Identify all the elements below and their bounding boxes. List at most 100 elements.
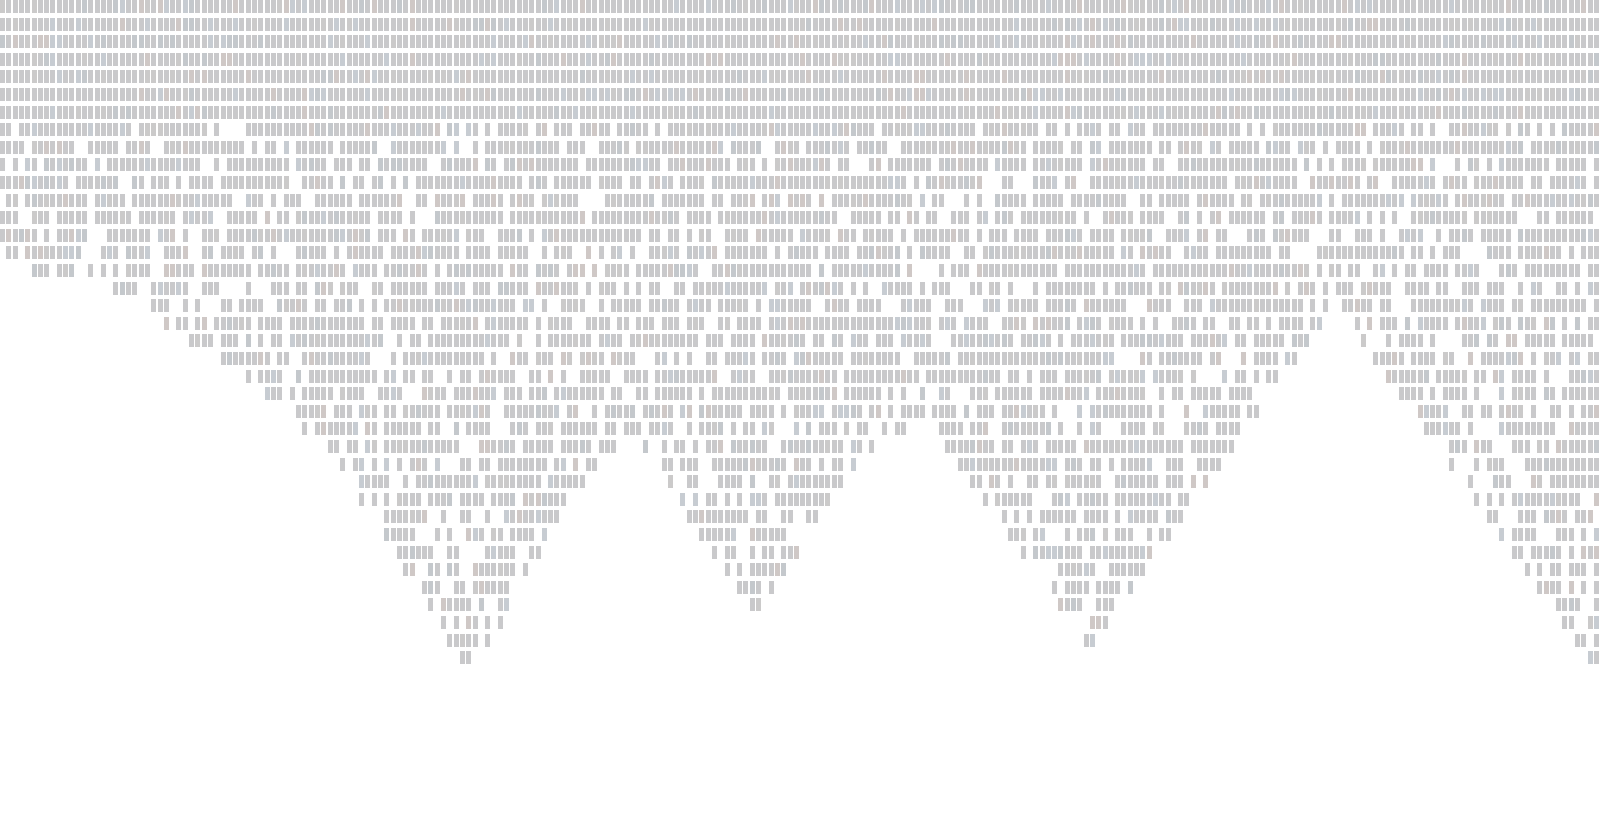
tile bbox=[636, 158, 641, 171]
tile bbox=[1109, 458, 1114, 471]
tile bbox=[145, 246, 150, 259]
tile bbox=[504, 370, 509, 383]
tile bbox=[800, 440, 805, 453]
tile bbox=[901, 299, 906, 312]
tile bbox=[649, 317, 654, 330]
tile bbox=[1266, 106, 1271, 119]
tile bbox=[586, 229, 591, 242]
tile bbox=[1386, 370, 1391, 383]
tile bbox=[788, 510, 793, 523]
tile bbox=[265, 70, 270, 83]
tile bbox=[347, 0, 352, 13]
tile bbox=[895, 370, 900, 383]
tile bbox=[1027, 352, 1032, 365]
tile bbox=[1336, 18, 1341, 31]
tile bbox=[1014, 264, 1019, 277]
tile bbox=[1140, 352, 1145, 365]
tile bbox=[101, 106, 106, 119]
tile bbox=[825, 0, 830, 13]
tile bbox=[680, 158, 685, 171]
tile bbox=[176, 18, 181, 31]
tile bbox=[1273, 299, 1278, 312]
tile bbox=[536, 422, 541, 435]
tile bbox=[63, 176, 68, 189]
tile bbox=[573, 88, 578, 101]
tile bbox=[1342, 106, 1347, 119]
tile bbox=[674, 317, 679, 330]
tile bbox=[718, 317, 723, 330]
tile bbox=[920, 405, 925, 418]
tile bbox=[151, 299, 156, 312]
tile bbox=[876, 317, 881, 330]
tile bbox=[737, 282, 742, 295]
tile bbox=[1273, 211, 1278, 224]
tile bbox=[321, 141, 326, 154]
tile bbox=[1355, 88, 1360, 101]
tile bbox=[1304, 194, 1309, 207]
tile bbox=[1008, 352, 1013, 365]
tile bbox=[1065, 475, 1070, 488]
tile bbox=[372, 317, 377, 330]
tile bbox=[699, 528, 704, 541]
tile bbox=[725, 70, 730, 83]
tile bbox=[838, 123, 843, 136]
tile bbox=[1191, 317, 1196, 330]
tile bbox=[252, 158, 257, 171]
tile bbox=[113, 35, 118, 48]
tile bbox=[750, 493, 755, 506]
tile bbox=[995, 264, 1000, 277]
tile bbox=[1052, 440, 1057, 453]
tile bbox=[57, 158, 62, 171]
tile bbox=[1279, 246, 1284, 259]
tile bbox=[397, 510, 402, 523]
tile bbox=[460, 334, 465, 347]
tile bbox=[0, 88, 5, 101]
tile bbox=[592, 70, 597, 83]
tile bbox=[428, 106, 433, 119]
tile bbox=[1304, 141, 1309, 154]
tile bbox=[851, 282, 856, 295]
tile bbox=[863, 211, 868, 224]
tile bbox=[951, 141, 956, 154]
tile bbox=[447, 334, 452, 347]
tile bbox=[548, 264, 553, 277]
tile bbox=[57, 194, 62, 207]
tile bbox=[1008, 88, 1013, 101]
tile bbox=[1235, 53, 1240, 66]
tile bbox=[1134, 123, 1139, 136]
tile bbox=[1153, 35, 1158, 48]
tile bbox=[586, 387, 591, 400]
tile bbox=[76, 229, 81, 242]
tile bbox=[25, 35, 30, 48]
tile bbox=[1046, 317, 1051, 330]
tile bbox=[630, 246, 635, 259]
tile bbox=[687, 475, 692, 488]
tile bbox=[1172, 18, 1177, 31]
tile bbox=[447, 229, 452, 242]
tile bbox=[479, 598, 484, 611]
tile bbox=[1040, 422, 1045, 435]
tile bbox=[876, 158, 881, 171]
tile bbox=[271, 194, 276, 207]
tile bbox=[1027, 264, 1032, 277]
tile bbox=[806, 88, 811, 101]
tile bbox=[214, 229, 219, 242]
tile bbox=[756, 458, 761, 471]
tile bbox=[397, 158, 402, 171]
tile bbox=[794, 53, 799, 66]
tile bbox=[580, 106, 585, 119]
tile bbox=[428, 246, 433, 259]
tile bbox=[712, 352, 717, 365]
tile bbox=[391, 123, 396, 136]
tile bbox=[441, 194, 446, 207]
tile bbox=[44, 211, 49, 224]
tile bbox=[1279, 70, 1284, 83]
tile bbox=[567, 440, 572, 453]
tile bbox=[674, 194, 679, 207]
tile bbox=[1128, 141, 1133, 154]
tile bbox=[1229, 141, 1234, 154]
tile bbox=[977, 229, 982, 242]
tile bbox=[76, 211, 81, 224]
tile bbox=[762, 88, 767, 101]
tile bbox=[1166, 123, 1171, 136]
